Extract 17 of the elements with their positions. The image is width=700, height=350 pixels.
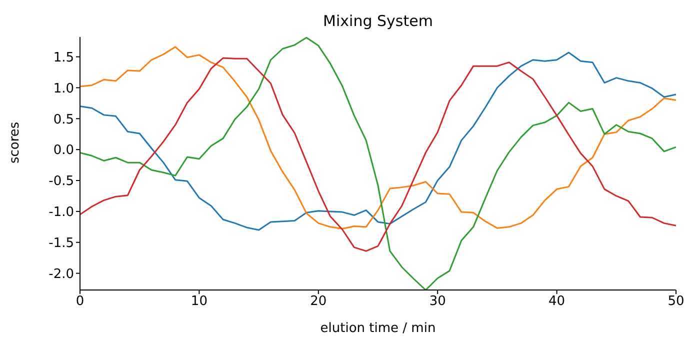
x-tick-label: 20 (310, 294, 327, 310)
y-axis-title: scores (8, 122, 23, 164)
y-tick-label: 0.0 (53, 143, 74, 158)
y-tick-label: -1.0 (48, 205, 74, 220)
x-tick-label: 30 (429, 294, 446, 310)
chart-title: Mixing System (322, 12, 434, 30)
y-tick-label: -0.5 (48, 174, 74, 190)
x-tick-label: 50 (668, 294, 684, 310)
x-tick-label: 40 (548, 294, 566, 310)
y-tick-label: 1.0 (53, 81, 74, 96)
x-tick-label: 0 (76, 294, 84, 310)
x-tick-label: 10 (190, 294, 208, 310)
y-tick-label: -2.0 (48, 266, 74, 282)
y-tick-label: 1.5 (53, 50, 74, 66)
y-tick-label: -1.5 (48, 236, 74, 251)
x-axis-title: elution time / min (320, 321, 436, 336)
y-tick-label: 0.5 (53, 112, 74, 128)
